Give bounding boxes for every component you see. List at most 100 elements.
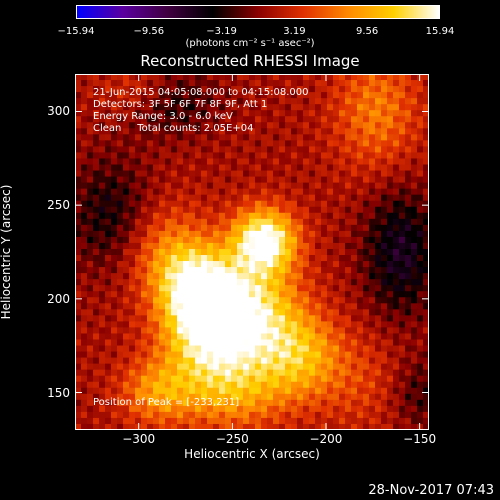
- heatmap-cell: [303, 80, 310, 87]
- heatmap-cell: [87, 98, 94, 105]
- heatmap-cell: [333, 417, 340, 425]
- heatmap-cell: [123, 218, 130, 226]
- heatmap-cell: [237, 297, 244, 304]
- heatmap-cell: [423, 261, 429, 268]
- heatmap-cell: [183, 122, 190, 129]
- heatmap-cell: [93, 212, 100, 220]
- heatmap-cell: [237, 261, 244, 268]
- colorbar-units: (photons cm⁻² s⁻¹ asec⁻²): [185, 38, 315, 49]
- heatmap-cell: [297, 86, 304, 93]
- heatmap-cell: [273, 158, 280, 166]
- heatmap-cell: [315, 206, 322, 214]
- heatmap-cell: [387, 261, 394, 268]
- heatmap-cell: [291, 309, 298, 316]
- heatmap-cell: [231, 291, 238, 298]
- heatmap-cell: [201, 230, 208, 238]
- heatmap-cell: [405, 146, 412, 154]
- heatmap-cell: [255, 86, 262, 93]
- heatmap-cell: [129, 158, 136, 166]
- heatmap-cell: [165, 164, 172, 172]
- heatmap-cell: [93, 248, 100, 256]
- heatmap-cell: [219, 333, 226, 341]
- heatmap-cell: [327, 321, 334, 329]
- heatmap-cell: [297, 333, 304, 341]
- heatmap-cell: [363, 339, 370, 347]
- heatmap-cell: [237, 206, 244, 214]
- heatmap-cell: [357, 188, 364, 196]
- heatmap-cell: [255, 405, 262, 413]
- heatmap-cell: [249, 236, 256, 244]
- heatmap-cell: [117, 255, 124, 262]
- heatmap-cell: [333, 315, 340, 322]
- heatmap-cell: [177, 393, 184, 401]
- heatmap-cell: [363, 170, 370, 178]
- heatmap-cell: [411, 122, 418, 129]
- heatmap-cell: [183, 164, 190, 172]
- heatmap-cell: [183, 230, 190, 238]
- heatmap-cell: [405, 387, 412, 395]
- heatmap-cell: [87, 309, 94, 316]
- heatmap-cell: [225, 423, 232, 430]
- heatmap-cell: [177, 417, 184, 425]
- heatmap-cell: [399, 164, 406, 172]
- heatmap-cell: [201, 98, 208, 105]
- heatmap-cell: [303, 411, 310, 419]
- heatmap-cell: [117, 321, 124, 329]
- heatmap-cell: [87, 248, 94, 256]
- heatmap-cell: [129, 200, 136, 208]
- heatmap-cell: [321, 321, 328, 329]
- heatmap-cell: [423, 134, 429, 141]
- heatmap-cell: [261, 122, 268, 129]
- heatmap-cell: [93, 146, 100, 154]
- heatmap-cell: [357, 399, 364, 407]
- heatmap-cell: [393, 128, 400, 135]
- heatmap-cell: [267, 351, 274, 359]
- heatmap-cell: [381, 230, 388, 238]
- heatmap-cell: [123, 279, 130, 286]
- heatmap-cell: [75, 176, 82, 184]
- heatmap-cell: [87, 194, 94, 202]
- heatmap-cell: [135, 158, 142, 166]
- heatmap-cell: [339, 104, 346, 111]
- heatmap-cell: [183, 86, 190, 93]
- heatmap-cell: [231, 357, 238, 365]
- heatmap-cell: [249, 363, 256, 371]
- x-tick-label: −200: [309, 432, 343, 446]
- heatmap-cell: [135, 170, 142, 178]
- heatmap-cell: [225, 218, 232, 226]
- heatmap-cell: [123, 273, 130, 280]
- heatmap-cell: [345, 279, 352, 286]
- heatmap-cell: [237, 327, 244, 335]
- heatmap-cell: [303, 200, 310, 208]
- heatmap-cell: [297, 255, 304, 262]
- heatmap-cell: [201, 369, 208, 377]
- heatmap-cell: [183, 363, 190, 371]
- heatmap-cell: [273, 357, 280, 365]
- heatmap-cell: [129, 363, 136, 371]
- heatmap-cell: [153, 104, 160, 111]
- heatmap-cell: [363, 128, 370, 135]
- heatmap-cell: [303, 369, 310, 377]
- heatmap-cell: [189, 291, 196, 298]
- heatmap-cell: [363, 242, 370, 250]
- heatmap-cell: [321, 291, 328, 298]
- heatmap-cell: [327, 411, 334, 419]
- heatmap-cell: [153, 230, 160, 238]
- heatmap-cell: [165, 339, 172, 347]
- heatmap-cell: [231, 255, 238, 262]
- heatmap-cell: [393, 170, 400, 178]
- heatmap-cell: [159, 236, 166, 244]
- heatmap-cell: [183, 236, 190, 244]
- heatmap-cell: [213, 182, 220, 190]
- heatmap-cell: [195, 218, 202, 226]
- heatmap-cell: [399, 327, 406, 335]
- heatmap-cell: [249, 417, 256, 425]
- heatmap-cell: [225, 200, 232, 208]
- heatmap-cell: [201, 393, 208, 401]
- heatmap-cell: [87, 182, 94, 190]
- heatmap-cell: [159, 212, 166, 220]
- heatmap-cell: [285, 297, 292, 304]
- heatmap-cell: [111, 291, 118, 298]
- heatmap-cell: [207, 321, 214, 329]
- heatmap-cell: [213, 279, 220, 286]
